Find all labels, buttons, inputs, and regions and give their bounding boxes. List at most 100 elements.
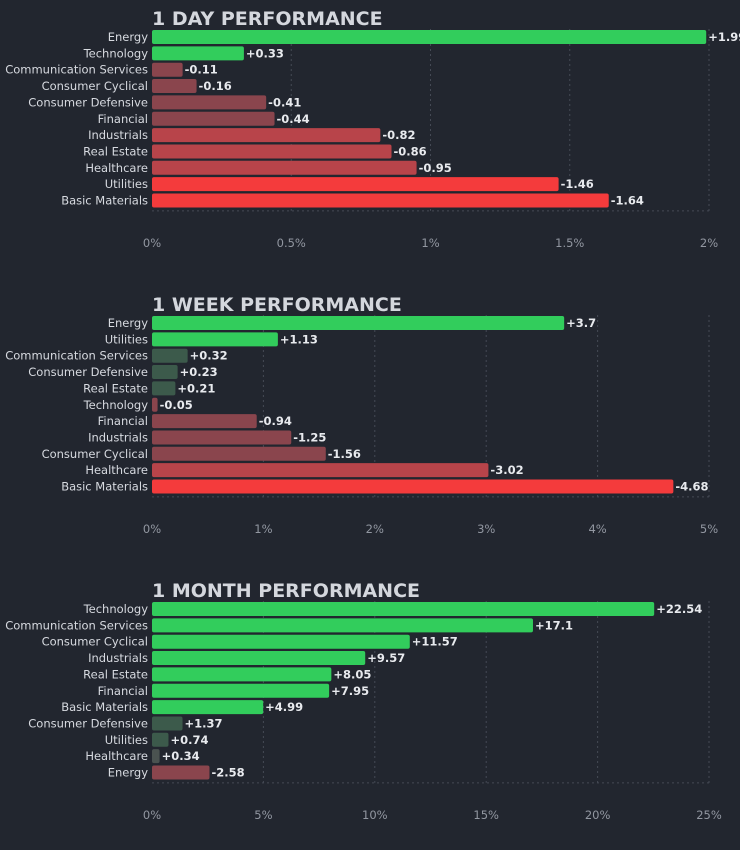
bar-basic-materials <box>152 193 609 208</box>
data-label-financial: +7.95 <box>331 684 369 698</box>
data-label-healthcare: -3.02 <box>490 463 523 477</box>
data-label-communication-services: +17.1 <box>535 618 573 632</box>
data-label-real-estate: -0.86 <box>394 144 427 158</box>
category-label-basic-materials: Basic Materials <box>61 480 148 494</box>
data-label-energy: +1.99 <box>708 30 740 44</box>
data-label-basic-materials: -4.68 <box>675 480 708 494</box>
chart-title-1-day: 1 DAY PERFORMANCE <box>152 8 383 30</box>
bar-industrials <box>152 128 381 143</box>
category-label-healthcare: Healthcare <box>85 161 148 175</box>
category-label-industrials: Industrials <box>88 651 148 665</box>
category-label-utilities: Utilities <box>105 733 148 747</box>
category-label-healthcare: Healthcare <box>85 463 148 477</box>
category-label-real-estate: Real Estate <box>83 381 148 395</box>
category-label-technology: Technology <box>83 602 149 616</box>
data-label-industrials: -1.25 <box>293 430 326 444</box>
chart-title-1-week: 1 WEEK PERFORMANCE <box>152 294 402 316</box>
bar-technology <box>152 397 158 412</box>
category-label-consumer-cyclical: Consumer Cyclical <box>42 447 148 461</box>
bar-consumer-defensive <box>152 716 183 731</box>
data-label-consumer-defensive: +0.23 <box>180 365 218 379</box>
x-tick-label: 10% <box>362 808 388 822</box>
category-label-communication-services: Communication Services <box>5 349 148 363</box>
chart-title-1-month: 1 MONTH PERFORMANCE <box>152 580 421 602</box>
bar-energy <box>152 30 707 44</box>
bar-utilities <box>152 332 278 347</box>
bar-financial <box>152 414 257 429</box>
category-label-energy: Energy <box>108 316 148 330</box>
bar-financial <box>152 683 330 698</box>
x-tick-label: 25% <box>696 808 722 822</box>
category-label-financial: Financial <box>98 414 148 428</box>
x-tick-label: 0.5% <box>277 236 306 250</box>
category-label-communication-services: Communication Services <box>5 618 148 632</box>
data-label-technology: -0.05 <box>160 398 193 412</box>
data-label-utilities: +1.13 <box>280 332 318 346</box>
x-tick-label: 0% <box>143 808 161 822</box>
data-label-technology: +22.54 <box>656 602 702 616</box>
data-label-basic-materials: -1.64 <box>611 194 644 208</box>
category-label-consumer-defensive: Consumer Defensive <box>28 365 148 379</box>
data-label-healthcare: +0.34 <box>162 749 200 763</box>
data-label-technology: +0.33 <box>246 46 284 60</box>
category-label-utilities: Utilities <box>105 332 148 346</box>
bar-consumer-cyclical <box>152 446 326 461</box>
data-label-healthcare: -0.95 <box>419 161 452 175</box>
chart-1-day: 0% 0.5% 1% 1.5% 2% Energy +1.99 Technology +0.33… <box>5 29 740 250</box>
category-label-basic-materials: Basic Materials <box>61 194 148 208</box>
bar-consumer-cyclical <box>152 79 197 94</box>
category-label-financial: Financial <box>98 684 148 698</box>
data-label-financial: -0.94 <box>259 414 292 428</box>
category-label-energy: Energy <box>108 766 148 780</box>
bar-technology <box>152 46 244 61</box>
x-tick-label: 5% <box>254 808 272 822</box>
bar-consumer-defensive <box>152 95 267 110</box>
category-label-financial: Financial <box>98 112 148 126</box>
bar-utilities <box>152 177 559 192</box>
x-tick-label: 1% <box>421 236 439 250</box>
category-label-consumer-cyclical: Consumer Cyclical <box>42 79 148 93</box>
bar-financial <box>152 111 275 126</box>
x-tick-label: 2% <box>700 236 718 250</box>
bar-energy <box>152 316 565 330</box>
category-label-basic-materials: Basic Materials <box>61 700 148 714</box>
x-tick-label: 2% <box>366 522 384 536</box>
bar-technology <box>152 602 655 616</box>
data-label-financial: -0.44 <box>277 112 310 126</box>
x-tick-label: 3% <box>477 522 495 536</box>
category-label-utilities: Utilities <box>105 177 148 191</box>
data-label-utilities: -1.46 <box>561 177 594 191</box>
x-tick-label: 5% <box>700 522 718 536</box>
panel-1-day: 1 DAY PERFORMANCE 0% 0.5% 1% 1.5% 2% Energy +1… <box>0 8 740 278</box>
bar-real-estate <box>152 667 332 682</box>
data-label-consumer-defensive: +1.37 <box>185 716 223 730</box>
x-tick-label: 4% <box>588 522 606 536</box>
x-tick-label: 15% <box>473 808 499 822</box>
data-label-communication-services: -0.11 <box>185 63 218 77</box>
data-label-industrials: +9.57 <box>367 651 405 665</box>
data-label-utilities: +0.74 <box>170 733 208 747</box>
category-label-industrials: Industrials <box>88 128 148 142</box>
panel-1-month: 1 MONTH PERFORMANCE 0% 5% 10% 15% 20% 25% Tech… <box>0 580 740 850</box>
bar-consumer-cyclical <box>152 634 410 649</box>
data-label-consumer-cyclical: +11.57 <box>412 635 458 649</box>
x-tick-label: 20% <box>585 808 611 822</box>
category-label-technology: Technology <box>83 398 149 412</box>
bar-basic-materials <box>152 479 674 494</box>
category-label-consumer-defensive: Consumer Defensive <box>28 716 148 730</box>
x-tick-label: 1.5% <box>555 236 584 250</box>
bar-communication-services <box>152 618 533 633</box>
data-label-industrials: -0.82 <box>382 128 415 142</box>
category-label-consumer-defensive: Consumer Defensive <box>28 95 148 109</box>
category-label-technology: Technology <box>83 46 149 60</box>
bar-consumer-defensive <box>152 365 178 380</box>
category-label-communication-services: Communication Services <box>5 63 148 77</box>
chart-1-month: 0% 5% 10% 15% 20% 25% Technology +22.54 Communic… <box>5 601 722 822</box>
category-label-industrials: Industrials <box>88 430 148 444</box>
category-label-real-estate: Real Estate <box>83 144 148 158</box>
bar-industrials <box>152 430 292 445</box>
data-label-communication-services: +0.32 <box>190 349 228 363</box>
bar-healthcare <box>152 160 417 175</box>
data-label-consumer-cyclical: -0.16 <box>199 79 232 93</box>
category-label-real-estate: Real Estate <box>83 667 148 681</box>
